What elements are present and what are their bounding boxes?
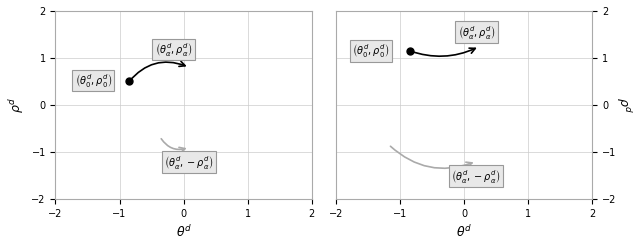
Text: $\left(\theta_\alpha^d, \rho_\alpha^d\right)$: $\left(\theta_\alpha^d, \rho_\alpha^d\ri… xyxy=(458,23,495,41)
Text: $\left(\theta_\alpha^d, -\rho_\alpha^d\right)$: $\left(\theta_\alpha^d, -\rho_\alpha^d\r… xyxy=(451,168,500,185)
X-axis label: $\theta^d$: $\theta^d$ xyxy=(175,224,192,240)
Text: $\left(\theta_0^d, \rho_0^d\right)$: $\left(\theta_0^d, \rho_0^d\right)$ xyxy=(75,72,112,89)
Y-axis label: $\rho^d$: $\rho^d$ xyxy=(614,97,633,113)
Text: $\left(\theta_0^d, \rho_0^d\right)$: $\left(\theta_0^d, \rho_0^d\right)$ xyxy=(352,42,389,59)
X-axis label: $\theta^d$: $\theta^d$ xyxy=(456,224,472,240)
Y-axis label: $\rho^d$: $\rho^d$ xyxy=(7,97,26,113)
Text: $\left(\theta_\alpha^d, -\rho_\alpha^d\right)$: $\left(\theta_\alpha^d, -\rho_\alpha^d\r… xyxy=(164,154,214,171)
Text: $\left(\theta_\alpha^d, \rho_\alpha^d\right)$: $\left(\theta_\alpha^d, \rho_\alpha^d\ri… xyxy=(155,41,192,58)
